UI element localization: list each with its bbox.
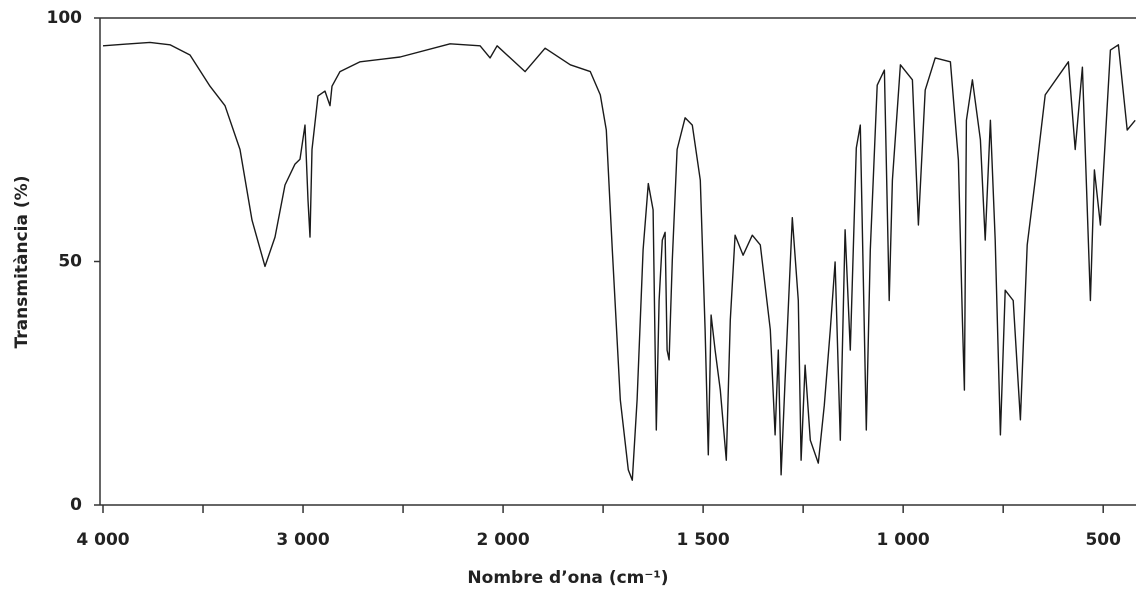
y-tick-label: 50 — [58, 252, 82, 272]
y-axis-label: Transmitància (%) — [12, 176, 32, 349]
spectrum-line — [102, 41, 1136, 481]
y-tick-label: 0 — [70, 495, 82, 515]
x-tick-label: 1 000 — [877, 530, 930, 550]
y-tick-label: 100 — [47, 8, 83, 28]
x-tick-label: 500 — [1085, 530, 1121, 550]
x-tick-label: 3 000 — [276, 530, 329, 550]
x-tick-label: 1 500 — [676, 530, 729, 550]
x-tick-label: 4 000 — [76, 530, 129, 550]
x-tick-label: 2 000 — [476, 530, 529, 550]
x-axis-label: Nombre d’ona (cm⁻¹) — [467, 568, 668, 588]
